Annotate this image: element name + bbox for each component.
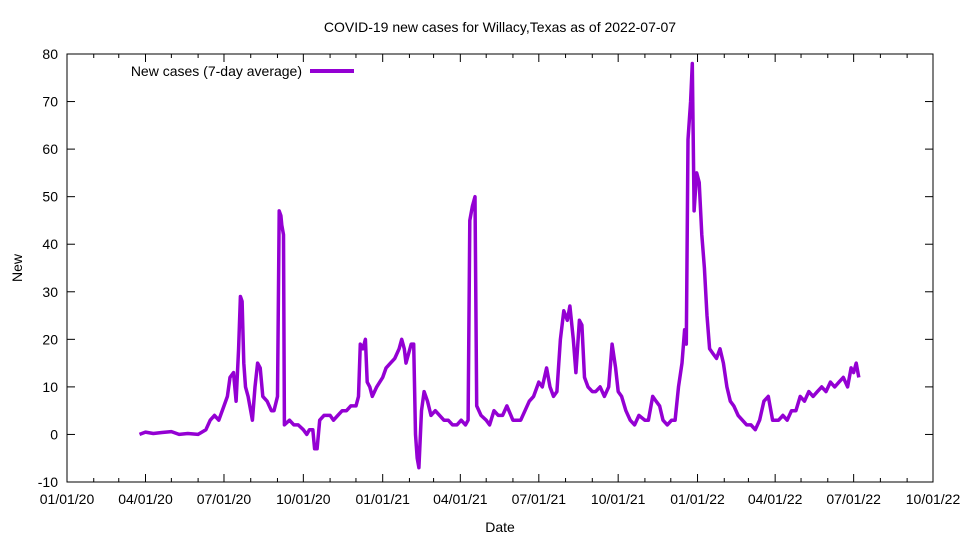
x-tick-label: 07/01/21: [512, 491, 567, 507]
y-tick-label: 70: [42, 94, 58, 110]
series-layer: [138, 61, 861, 470]
y-tick-label: 80: [42, 46, 58, 62]
x-tick-label: 10/01/20: [276, 491, 331, 507]
series-line: [138, 61, 861, 470]
x-tick-label: 04/01/22: [748, 491, 803, 507]
x-tick-label: 10/01/21: [591, 491, 646, 507]
legend-label: New cases (7-day average): [131, 63, 302, 79]
x-tick-label: 07/01/20: [197, 491, 252, 507]
x-tick-label: 04/01/20: [118, 491, 173, 507]
x-axis-label: Date: [485, 519, 515, 535]
x-tick-label: 04/01/21: [433, 491, 488, 507]
legend: New cases (7-day average): [131, 63, 354, 79]
axes: -10 0 10 20 30 40 50 60 70 80 01/01/20 04/01/20 07/0…: [38, 46, 960, 507]
y-axis-label: New: [9, 253, 25, 282]
x-tick-label: 01/01/22: [670, 491, 725, 507]
x-tick-label: 01/01/21: [355, 491, 410, 507]
plot-frame: [66, 53, 934, 483]
y-tick-label: 30: [42, 284, 58, 300]
x-tick-label: 10/01/22: [906, 491, 960, 507]
chart-title: COVID-19 new cases for Willacy,Texas as …: [324, 19, 676, 35]
x-tick-label: 01/01/20: [40, 491, 95, 507]
y-tick-label: 40: [42, 236, 58, 252]
y-tick-label: 20: [42, 331, 58, 347]
x-tick-label: 07/01/22: [826, 491, 881, 507]
y-tick-label: 50: [42, 189, 58, 205]
y-tick-label: 60: [42, 141, 58, 157]
y-tick-label: -10: [38, 474, 58, 490]
y-tick-label: 0: [50, 426, 58, 442]
y-tick-label: 10: [42, 379, 58, 395]
